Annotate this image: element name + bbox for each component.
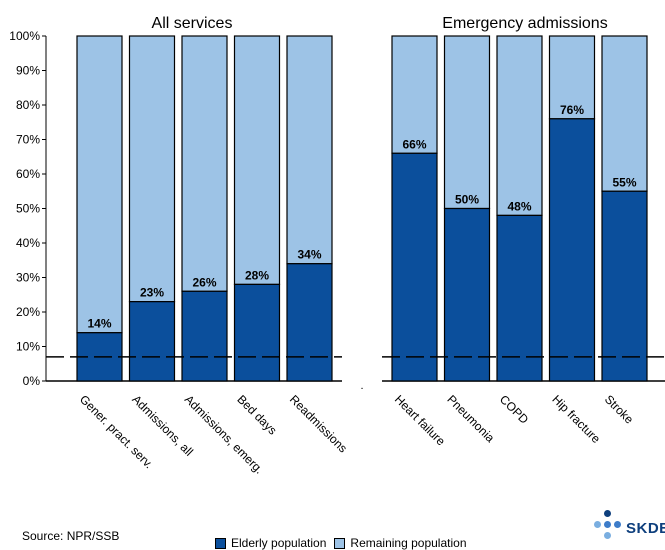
bar-remaining — [233, 35, 281, 285]
y-tick-label: 10% — [16, 340, 40, 354]
y-tick-label: 20% — [16, 305, 40, 319]
bar-elderly — [128, 301, 176, 382]
legend: Elderly population Remaining population — [215, 536, 475, 550]
x-category-label: Readmissions — [287, 392, 350, 455]
bar-elderly — [443, 207, 491, 382]
legend-swatch-remaining — [334, 537, 346, 549]
panel-title: Emergency admissions — [442, 15, 607, 32]
y-tick-label: 100% — [9, 29, 40, 43]
bar-elderly — [391, 152, 438, 382]
bar-value-label: 66% — [402, 137, 426, 151]
legend-label-remaining: Remaining population — [350, 536, 467, 550]
bar-value-label: 34% — [297, 248, 321, 262]
bar-remaining — [601, 35, 648, 192]
bar-value-label: 26% — [192, 275, 216, 289]
bar-value-label: 48% — [507, 199, 531, 213]
bar-elderly — [181, 290, 228, 382]
y-tick-label: 60% — [16, 167, 40, 181]
bar-value-label: 14% — [87, 317, 111, 331]
bar-remaining — [548, 35, 596, 120]
legend-label-elderly: Elderly population — [231, 536, 327, 550]
bar-remaining — [128, 35, 176, 303]
logo-dot-bottom — [604, 532, 611, 539]
bar-elderly — [548, 118, 596, 382]
y-tick-label: 0% — [23, 374, 41, 388]
bar-elderly — [233, 283, 281, 382]
x-category-label: Pneumonia — [444, 392, 497, 445]
skde-logo: SKDE — [586, 508, 665, 550]
x-category-label: Bed days — [234, 392, 279, 437]
bar-remaining — [443, 35, 491, 210]
y-tick-label: 80% — [16, 98, 40, 112]
x-category-label: COPD — [497, 392, 532, 427]
bar-remaining — [76, 35, 123, 334]
x-category-label: Stroke — [602, 392, 637, 427]
logo-dot-left — [594, 521, 601, 528]
bar-value-label: 76% — [560, 103, 584, 117]
panel-title: All services — [152, 15, 233, 32]
axis-break-mark: . — [360, 380, 363, 392]
bar-value-label: 50% — [455, 193, 479, 207]
bar-remaining — [181, 35, 228, 292]
bar-value-label: 55% — [612, 175, 636, 189]
x-category-label: Hip fracture — [549, 392, 603, 446]
bar-elderly — [601, 190, 648, 382]
bar-value-label: 23% — [140, 286, 164, 300]
bar-value-label: 28% — [245, 268, 269, 282]
y-tick-label: 40% — [16, 236, 40, 250]
logo-dot-right — [614, 521, 621, 528]
logo-text: SKDE — [626, 520, 665, 537]
legend-swatch-elderly — [215, 537, 226, 549]
y-tick-label: 90% — [16, 64, 40, 78]
logo-dot-middle — [604, 521, 611, 528]
y-tick-label: 70% — [16, 133, 40, 147]
logo-dot-top — [604, 510, 611, 517]
bar-elderly — [496, 214, 543, 382]
bar-remaining — [286, 35, 333, 265]
bar-remaining — [391, 35, 438, 154]
y-tick-label: 30% — [16, 271, 40, 285]
legend-item-elderly: Elderly population — [215, 536, 326, 550]
bar-elderly — [286, 263, 333, 382]
legend-item-remaining: Remaining population — [334, 536, 467, 550]
bar-remaining — [496, 35, 543, 216]
source-note: Source: NPR/SSB — [22, 529, 120, 543]
y-tick-label: 50% — [16, 202, 40, 216]
x-category-label: Heart failure — [392, 392, 448, 448]
